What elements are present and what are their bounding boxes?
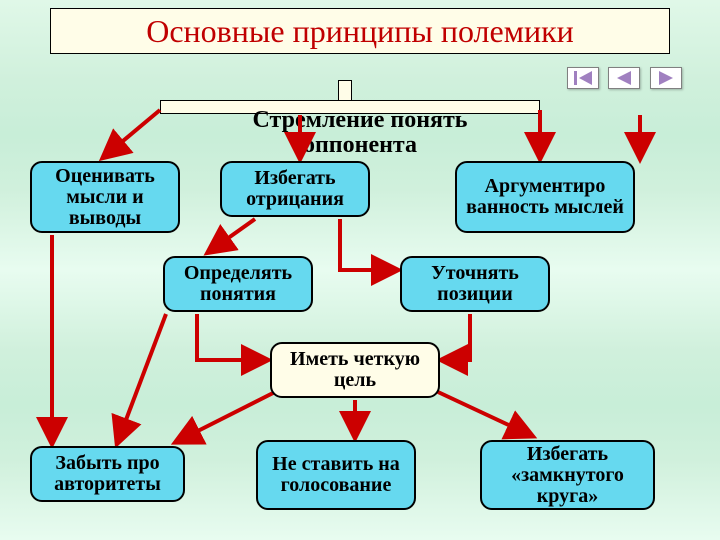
node-label: Избегать отрицания (228, 168, 362, 210)
nav-next-button[interactable] (650, 67, 682, 89)
node-label: Оценивать мысли и выводы (38, 166, 172, 229)
node-forget-authorities: Забыть про авторитеты (30, 446, 185, 502)
node-clarify-positions: Уточнять позиции (400, 256, 550, 312)
node-clear-goal: Иметь четкую цель (270, 342, 440, 398)
nav-prev-button[interactable] (608, 67, 640, 89)
node-label: Избегать «замкнутого круга» (488, 444, 647, 507)
lead-text: Стремление понять оппонента (215, 108, 505, 158)
node-no-voting: Не ставить на голосование (256, 440, 416, 510)
node-label: Иметь четкую цель (278, 349, 432, 391)
title-box: Основные принципы полемики (50, 8, 670, 54)
node-avoid-denial: Избегать отрицания (220, 161, 370, 217)
nav-first-button[interactable] (567, 67, 599, 89)
node-label: Определять понятия (171, 263, 305, 305)
node-label: Не ставить на голосование (264, 454, 408, 496)
node-label: Уточнять позиции (408, 263, 542, 305)
node-define-concepts: Определять понятия (163, 256, 313, 312)
node-avoid-loop: Избегать «замкнутого круга» (480, 440, 655, 510)
node-label: Забыть про авторитеты (38, 453, 177, 495)
title-text: Основные принципы полемики (146, 13, 574, 50)
node-evaluate-thoughts: Оценивать мысли и выводы (30, 161, 180, 233)
node-label: Аргументиро ванность мыслей (463, 176, 627, 218)
node-argumentation: Аргументиро ванность мыслей (455, 161, 635, 233)
